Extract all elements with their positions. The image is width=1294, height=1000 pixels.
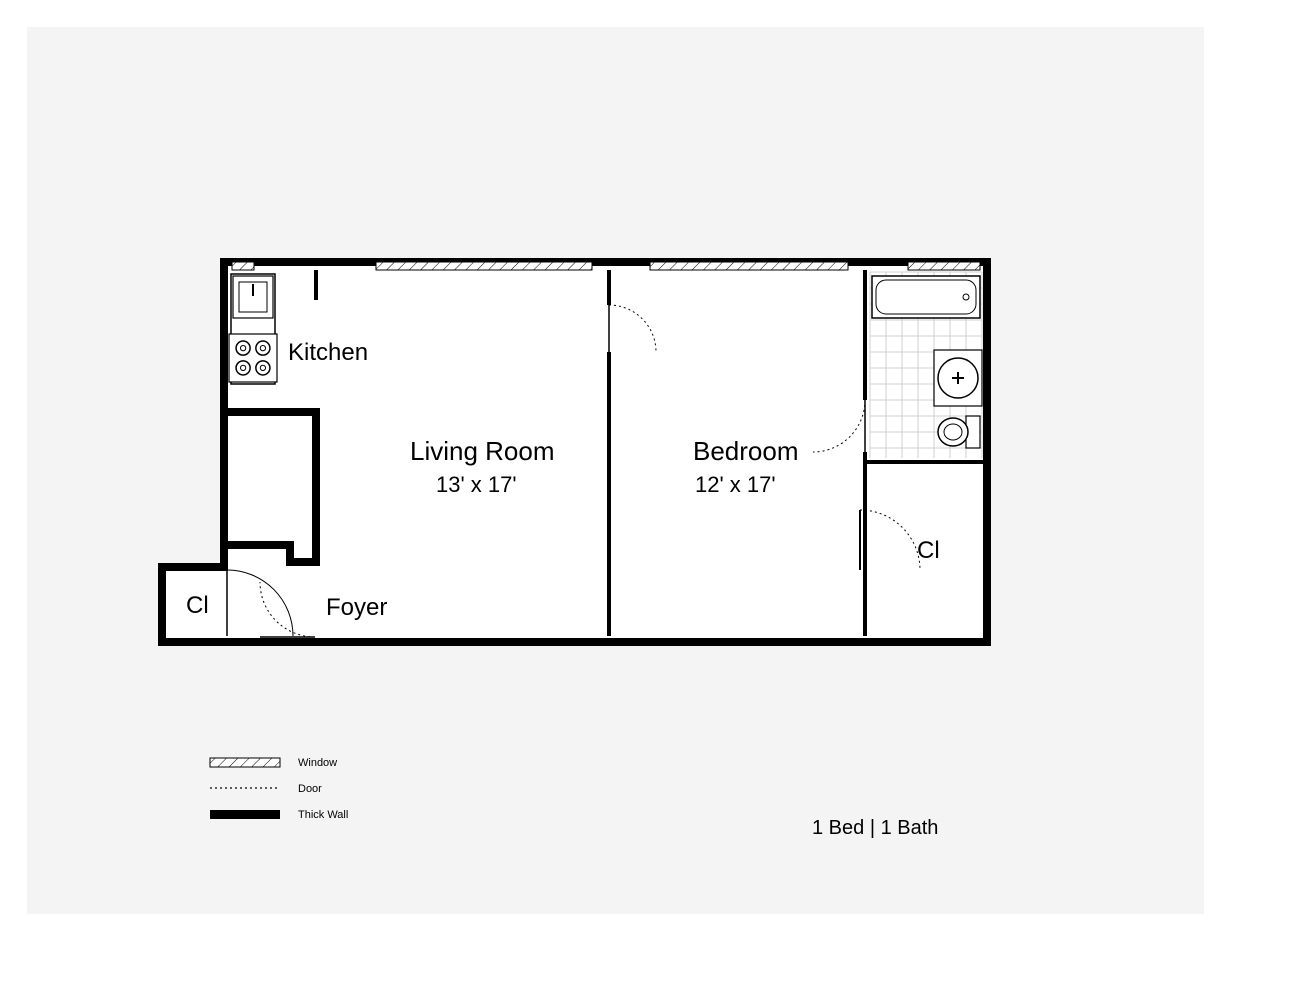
legend-label-1: Door [298,783,322,795]
room-label-1: Living Room [410,436,555,466]
legend-label-0: Window [298,757,337,769]
window-1 [376,262,592,270]
room-label-0: Kitchen [288,339,368,366]
room-label-6: Cl [186,592,209,619]
room-label-2: 13' x 17' [436,472,517,497]
summary-text: 1 Bed | 1 Bath [812,817,938,839]
window-0 [232,262,254,270]
room-label-4: 12' x 17' [695,472,776,497]
kitchen-fixtures [229,274,277,384]
window-2 [650,262,848,270]
room-label-7: Foyer [326,594,387,621]
window-3 [908,262,980,270]
room-label-3: Bedroom [693,436,799,466]
page: Kitchen Living Room 13' x 17' Bedroom 12' x … [0,0,1294,1000]
floorplan-svg: Kitchen Living Room 13' x 17' Bedroom 12' x … [0,0,1294,1000]
legend-label-2: Thick Wall [298,809,348,821]
room-label-5: Cl [917,537,940,564]
legend: Window Door Thick Wall [210,757,348,821]
